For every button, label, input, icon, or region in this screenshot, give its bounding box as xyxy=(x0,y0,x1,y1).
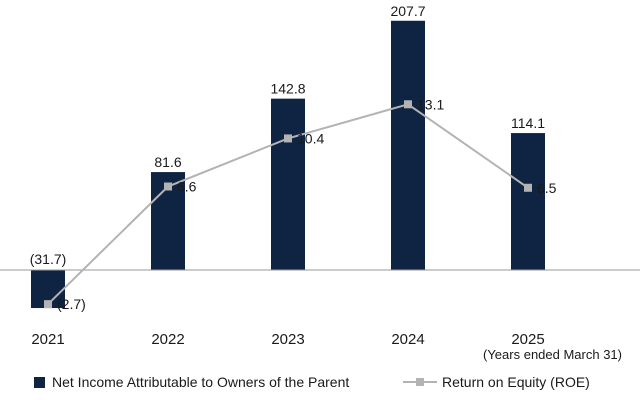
x-tick-2024: 2024 xyxy=(391,331,424,348)
legend-bar-swatch xyxy=(34,377,45,388)
legend-line-label: Return on Equity (ROE) xyxy=(442,374,590,390)
roe-point-2023 xyxy=(284,134,292,143)
roe-value-labels: (2.7) 6.6 10.4 13.1 6.5 xyxy=(57,96,557,312)
bar-label-2025: 114.1 xyxy=(511,115,545,131)
roe-point-2024 xyxy=(404,100,412,109)
x-tick-2022: 2022 xyxy=(151,331,184,348)
roe-label-2023: 10.4 xyxy=(297,130,324,146)
roe-point-2022 xyxy=(164,182,172,191)
roe-line-series xyxy=(44,100,532,309)
bar-series xyxy=(31,20,545,309)
x-tick-2025: 2025 xyxy=(511,331,544,348)
x-tick-2023: 2023 xyxy=(271,331,304,348)
bar-label-2024: 207.7 xyxy=(390,3,425,19)
roe-point-2025 xyxy=(524,183,532,192)
legend-bar-label: Net Income Attributable to Owners of the… xyxy=(52,374,349,390)
bar-2023 xyxy=(271,98,305,270)
x-axis-note: (Years ended March 31) xyxy=(483,347,622,362)
roe-label-2022: 6.6 xyxy=(177,179,197,195)
roe-point-2021 xyxy=(44,300,52,309)
legend-line-marker xyxy=(416,378,424,386)
bar-label-2021: (31.7) xyxy=(30,251,67,267)
bar-value-labels: (31.7) 81.6 142.8 207.7 114.1 xyxy=(30,3,545,267)
roe-label-2024: 13.1 xyxy=(417,96,444,112)
roe-label-2025: 6.5 xyxy=(537,180,557,196)
roe-label-2021: (2.7) xyxy=(57,296,86,312)
bar-2024 xyxy=(391,20,425,271)
bar-label-2023: 142.8 xyxy=(270,81,305,97)
bar-2025 xyxy=(511,133,545,270)
x-tick-2021: 2021 xyxy=(31,331,64,348)
legend: Net Income Attributable to Owners of the… xyxy=(34,374,590,390)
x-axis-ticks: 2021 2022 2023 2024 2025 xyxy=(31,331,544,348)
bar-label-2022: 81.6 xyxy=(154,154,181,170)
